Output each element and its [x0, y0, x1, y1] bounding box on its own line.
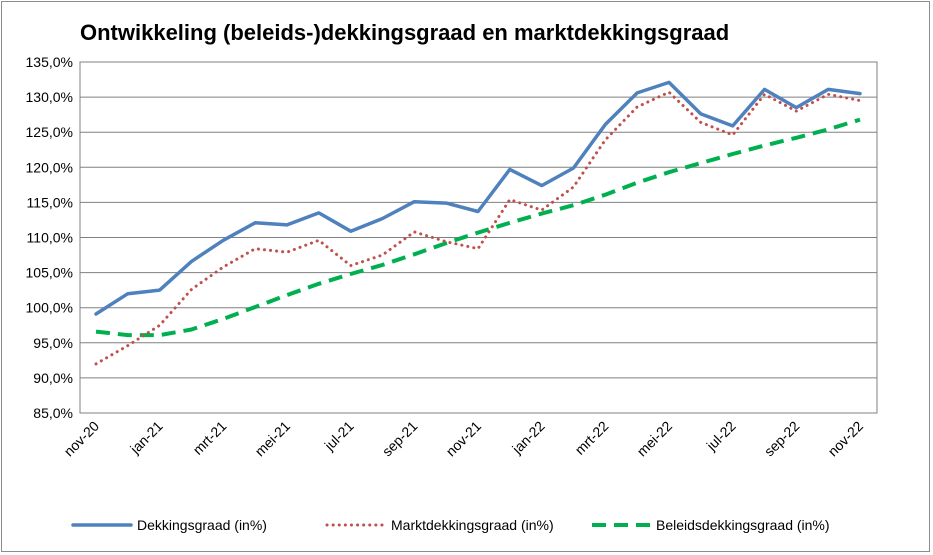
- y-tick-label: 110,0%: [27, 230, 73, 246]
- x-tick-label: sep-21: [379, 418, 421, 460]
- y-tick-label: 125,0%: [26, 124, 73, 140]
- x-tick-label: mei-22: [634, 418, 676, 460]
- y-tick-label: 100,0%: [26, 300, 73, 316]
- series-lines: [94, 80, 862, 366]
- gridlines: [79, 61, 878, 414]
- x-tick-label: nov-22: [825, 418, 867, 460]
- x-tick-label: jan-22: [508, 418, 548, 458]
- x-tick-label: mrt-22: [572, 418, 612, 458]
- y-tick-label: 85,0%: [33, 405, 73, 421]
- y-tick-label: 95,0%: [33, 335, 73, 351]
- legend-label-3: Beleidsdekkingsgraad (in%): [656, 517, 830, 533]
- x-tick-label: nov-20: [61, 418, 103, 460]
- x-axis-tick-labels: nov-20 jan-21 mrt-21 mei-21 jul-21 sep-21 nov-…: [61, 418, 867, 460]
- y-axis-tick-labels: 85,0% 90,0% 95,0% 100,0% 105,0% 110,0% 115,0% 1…: [26, 54, 73, 421]
- y-tick-label: 115,0%: [27, 194, 73, 210]
- legend-label-1: Dekkingsgraad (in%): [137, 517, 267, 533]
- legend-label-2: Marktdekkingsgraad (in%): [391, 517, 554, 533]
- chart-title: Ontwikkeling (beleids-)dekkingsgraad en …: [80, 20, 729, 45]
- series-line-3: [95, 117, 861, 338]
- y-tick-label: 90,0%: [33, 370, 73, 386]
- y-tick-label: 135,0%: [26, 54, 73, 70]
- series-line-1: [94, 80, 862, 316]
- x-tick-label: jan-21: [126, 418, 166, 458]
- x-tick-label: mei-21: [252, 418, 294, 460]
- y-tick-label: 120,0%: [26, 159, 73, 175]
- x-tick-label: nov-21: [443, 418, 485, 460]
- x-tick-label: jul-22: [703, 418, 739, 454]
- x-tick-label: mrt-21: [190, 418, 230, 458]
- x-tick-label: sep-22: [761, 418, 803, 460]
- x-tick-label: jul-21: [321, 418, 357, 454]
- y-tick-label: 130,0%: [26, 89, 73, 105]
- legend: Dekkingsgraad (in%) Marktdekkingsgraad (i…: [71, 517, 830, 533]
- y-tick-label: 105,0%: [26, 265, 73, 281]
- plot-area-border: [79, 61, 878, 414]
